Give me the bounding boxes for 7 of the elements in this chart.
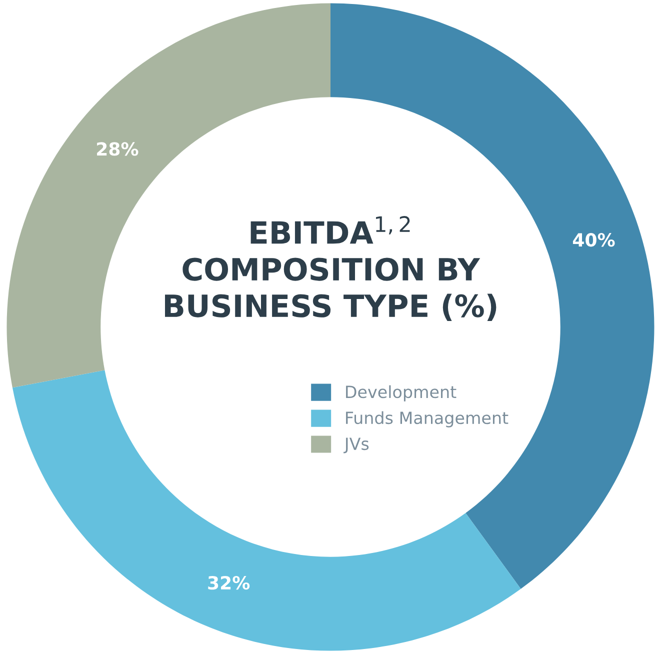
legend-label: Development [346,385,456,402]
text: EBITDA$^{1,2}$ COMPOSITION BY BUSINESS TYPE (%) [165,216,496,321]
data-label: 32% [208,576,250,590]
legend-label: JVs [344,438,369,454]
data-label: 40% [572,233,615,247]
legend-label: Funds Management [346,411,508,428]
data-label: 28% [97,142,138,156]
